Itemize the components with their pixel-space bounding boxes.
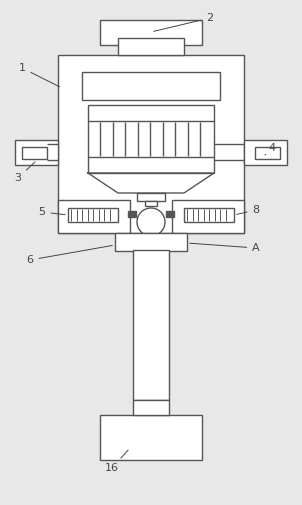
Bar bbox=[184, 208, 234, 222]
Bar bbox=[172, 200, 244, 233]
Text: 2: 2 bbox=[154, 13, 214, 31]
Bar bbox=[58, 200, 130, 233]
Bar bbox=[115, 233, 187, 251]
Bar bbox=[100, 415, 202, 460]
Bar bbox=[133, 400, 169, 415]
Bar bbox=[15, 140, 58, 165]
Bar bbox=[255, 147, 280, 159]
Text: 1: 1 bbox=[18, 63, 59, 87]
Text: 5: 5 bbox=[38, 207, 65, 217]
Bar bbox=[118, 38, 184, 55]
Text: 8: 8 bbox=[237, 205, 259, 215]
Text: A: A bbox=[190, 243, 260, 253]
Bar bbox=[145, 201, 157, 206]
Bar bbox=[133, 250, 169, 400]
Bar bbox=[166, 211, 174, 217]
Text: 4: 4 bbox=[265, 143, 275, 155]
Bar bbox=[244, 140, 287, 165]
Bar bbox=[137, 193, 165, 201]
Bar bbox=[100, 20, 202, 45]
Text: 3: 3 bbox=[14, 162, 35, 183]
Bar bbox=[82, 72, 220, 100]
Bar bbox=[128, 211, 136, 217]
Bar bbox=[68, 208, 118, 222]
Bar bbox=[22, 147, 47, 159]
Text: 16: 16 bbox=[105, 450, 128, 473]
Bar bbox=[88, 105, 214, 173]
Text: 6: 6 bbox=[27, 245, 112, 265]
Bar bbox=[58, 55, 244, 233]
